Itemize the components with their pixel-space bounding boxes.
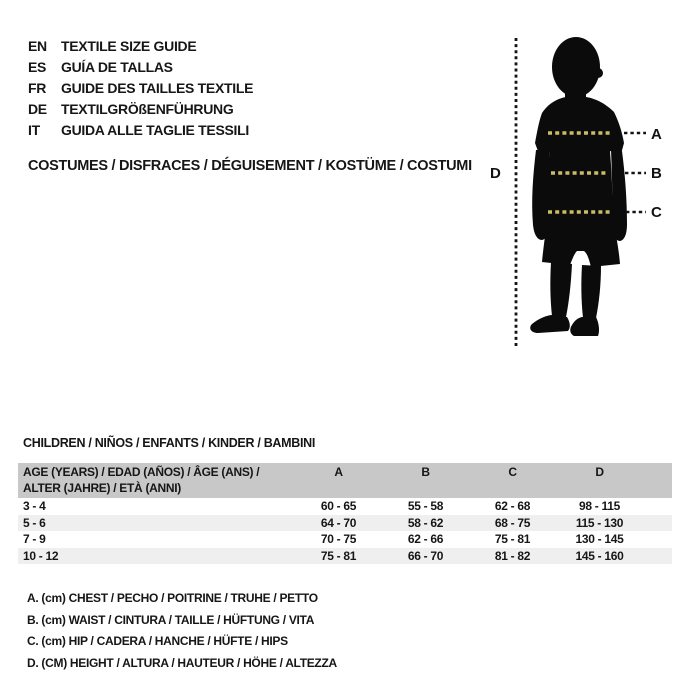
size-table: AGE (YEARS) / EDAD (AÑOS) / ÂGE (ANS) / …	[18, 463, 672, 564]
silhouette-right-arm	[611, 150, 627, 241]
hip-cell: 62 - 68	[494, 499, 531, 513]
silhouette-left-leg	[550, 262, 572, 317]
column-header-d: D	[595, 465, 604, 479]
table-row: 5 - 6 64 - 70 58 - 62 68 - 75 115 - 130	[18, 514, 672, 532]
chest-cell: 64 - 70	[320, 515, 357, 530]
language-item-de: DE TEXTILGRÖßENFÜHRUNG	[28, 99, 253, 120]
age-cell: 3 - 4	[23, 499, 46, 513]
legend-hip: C. (cm) HIP / CADERA / HANCHE / HÜFTE / …	[27, 634, 288, 648]
silhouette-left-arm	[532, 150, 550, 240]
language-code: ES	[28, 59, 47, 75]
waist-cell: 66 - 70	[407, 548, 444, 563]
column-header-a: A	[334, 465, 343, 479]
language-code: EN	[28, 38, 47, 54]
waist-cell: 58 - 62	[407, 515, 444, 530]
chest-cell: 60 - 65	[320, 499, 357, 513]
chest-cell: 70 - 75	[320, 532, 357, 546]
legend-waist: B. (cm) WAIST / CINTURA / TAILLE / HÜFTU…	[27, 612, 315, 627]
table-title: CHILDREN / NIÑOS / ENFANTS / KINDER / BA…	[23, 436, 316, 450]
language-code: DE	[28, 101, 47, 117]
hip-cell: 68 - 75	[494, 515, 531, 530]
column-header-c: C	[508, 465, 517, 479]
language-label: GUIDE DES TAILLES TEXTILE	[61, 80, 254, 96]
language-label: TEXTILGRÖßENFÜHRUNG	[61, 101, 234, 117]
language-guide-list: EN TEXTILE SIZE GUIDE ES GUÍA DE TALLAS …	[28, 36, 253, 141]
language-code: IT	[28, 122, 40, 138]
language-item-es: ES GUÍA DE TALLAS	[28, 57, 253, 78]
measurement-figure: A B C D	[490, 37, 662, 347]
age-cell: 10 - 12	[23, 548, 59, 563]
language-item-en: EN TEXTILE SIZE GUIDE	[28, 36, 253, 57]
language-code: FR	[28, 80, 47, 96]
height-cell: 130 - 145	[575, 532, 624, 546]
table-row: 10 - 12 75 - 81 66 - 70 81 - 82 145 - 16…	[18, 547, 672, 565]
language-label: GUÍA DE TALLAS	[61, 59, 173, 75]
height-marker-label: D	[490, 165, 501, 182]
row-filler	[643, 498, 672, 515]
child-silhouette	[530, 37, 627, 336]
silhouette-shorts	[542, 226, 620, 267]
age-column-header: AGE (YEARS) / EDAD (AÑOS) / ÂGE (ANS) / …	[18, 463, 295, 498]
measurement-legend: A. (cm) CHEST / PECHO / POITRINE / TRUHE…	[27, 588, 337, 674]
height-cell: 115 - 130	[575, 515, 624, 530]
silhouette-ear	[593, 68, 603, 78]
waist-cell: 55 - 58	[407, 499, 444, 513]
row-filler	[643, 548, 672, 565]
legend-height: D. (CM) HEIGHT / ALTURA / HAUTEUR / HÖHE…	[27, 655, 337, 670]
hip-cell: 75 - 81	[494, 532, 531, 546]
age-cell: 7 - 9	[23, 532, 46, 546]
silhouette-right-leg	[581, 265, 601, 318]
hip-marker-label: C	[651, 204, 662, 221]
language-item-it: IT GUIDA ALLE TAGLIE TESSILI	[28, 120, 253, 141]
language-label: TEXTILE SIZE GUIDE	[61, 38, 197, 54]
silhouette-left-shoe	[530, 315, 570, 333]
row-filler	[643, 531, 672, 548]
chest-cell: 75 - 81	[320, 548, 357, 563]
table-row: 7 - 9 70 - 75 62 - 66 75 - 81 130 - 145	[18, 531, 672, 548]
header-filler	[643, 463, 672, 498]
category-title: COSTUMES / DISFRACES / DÉGUISEMENT / KOS…	[28, 158, 472, 174]
silhouette-torso	[535, 96, 624, 226]
hip-cell: 81 - 82	[494, 548, 531, 563]
table-header-row: AGE (YEARS) / EDAD (AÑOS) / ÂGE (ANS) / …	[18, 463, 672, 498]
waist-cell: 62 - 66	[407, 532, 444, 546]
age-cell: 5 - 6	[23, 515, 46, 530]
height-cell: 98 - 115	[579, 499, 620, 513]
column-header-b: B	[421, 465, 430, 479]
silhouette-right-shoe	[570, 317, 600, 336]
chest-marker-label: A	[651, 126, 662, 143]
row-filler	[643, 515, 672, 532]
language-item-fr: FR GUIDE DES TAILLES TEXTILE	[28, 78, 253, 99]
legend-chest: A. (cm) CHEST / PECHO / POITRINE / TRUHE…	[27, 591, 318, 605]
silhouette-head	[552, 37, 600, 97]
table-row: 3 - 4 60 - 65 55 - 58 62 - 68 98 - 115	[18, 498, 672, 515]
waist-marker-label: B	[651, 165, 662, 182]
age-header-line2: ALTER (JAHRE) / ETÀ (ANNI)	[23, 480, 181, 495]
age-header-line1: AGE (YEARS) / EDAD (AÑOS) / ÂGE (ANS) /	[23, 465, 260, 479]
language-label: GUIDA ALLE TAGLIE TESSILI	[61, 122, 249, 138]
height-cell: 145 - 160	[575, 548, 624, 563]
